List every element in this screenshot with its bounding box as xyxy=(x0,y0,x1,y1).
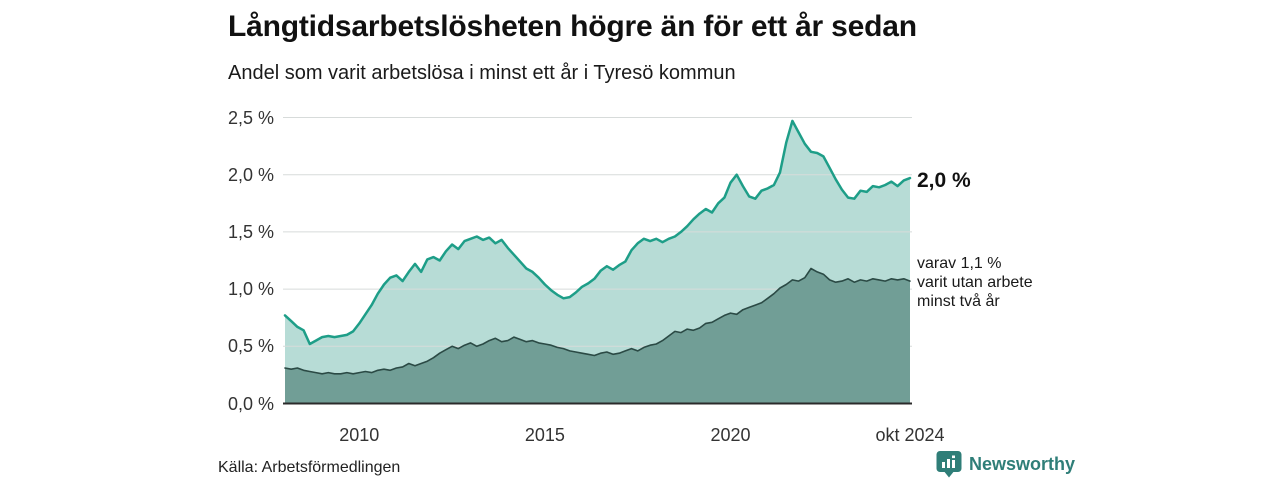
newsworthy-logo: Newsworthy xyxy=(936,450,1075,478)
x-tick-label: 2010 xyxy=(339,425,380,445)
y-tick-label: 2,0 % xyxy=(227,164,274,185)
y-tick-label: 0,5 % xyxy=(227,336,274,357)
annotation-latest-total: 2,0 % xyxy=(917,169,971,192)
annotation-two-years: varav 1,1 % varit utan arbete minst två … xyxy=(917,255,1033,310)
series-two-years-line xyxy=(284,267,911,375)
y-tick-label: 1,0 % xyxy=(227,279,274,300)
source-note: Källa: Arbetsförmedlingen xyxy=(218,459,401,476)
newsworthy-bar-chart-icon xyxy=(936,451,962,478)
newsworthy-label: Newsworthy xyxy=(969,454,1076,474)
series-two-years-area xyxy=(285,268,910,404)
x-tick-label: 2015 xyxy=(524,425,565,445)
x-tick-label: okt 2024 xyxy=(875,425,945,445)
y-tick-label: 0,0 % xyxy=(227,393,274,414)
y-tick-label: 1,5 % xyxy=(227,221,274,242)
y-tick-label: 2,5 % xyxy=(227,107,274,128)
page-title: Långtidsarbetslösheten högre än för ett … xyxy=(228,10,917,43)
x-tick-label: 2020 xyxy=(710,425,751,445)
page-subtitle: Andel som varit arbetslösa i minst ett å… xyxy=(228,62,736,84)
series-total-line xyxy=(283,119,912,346)
